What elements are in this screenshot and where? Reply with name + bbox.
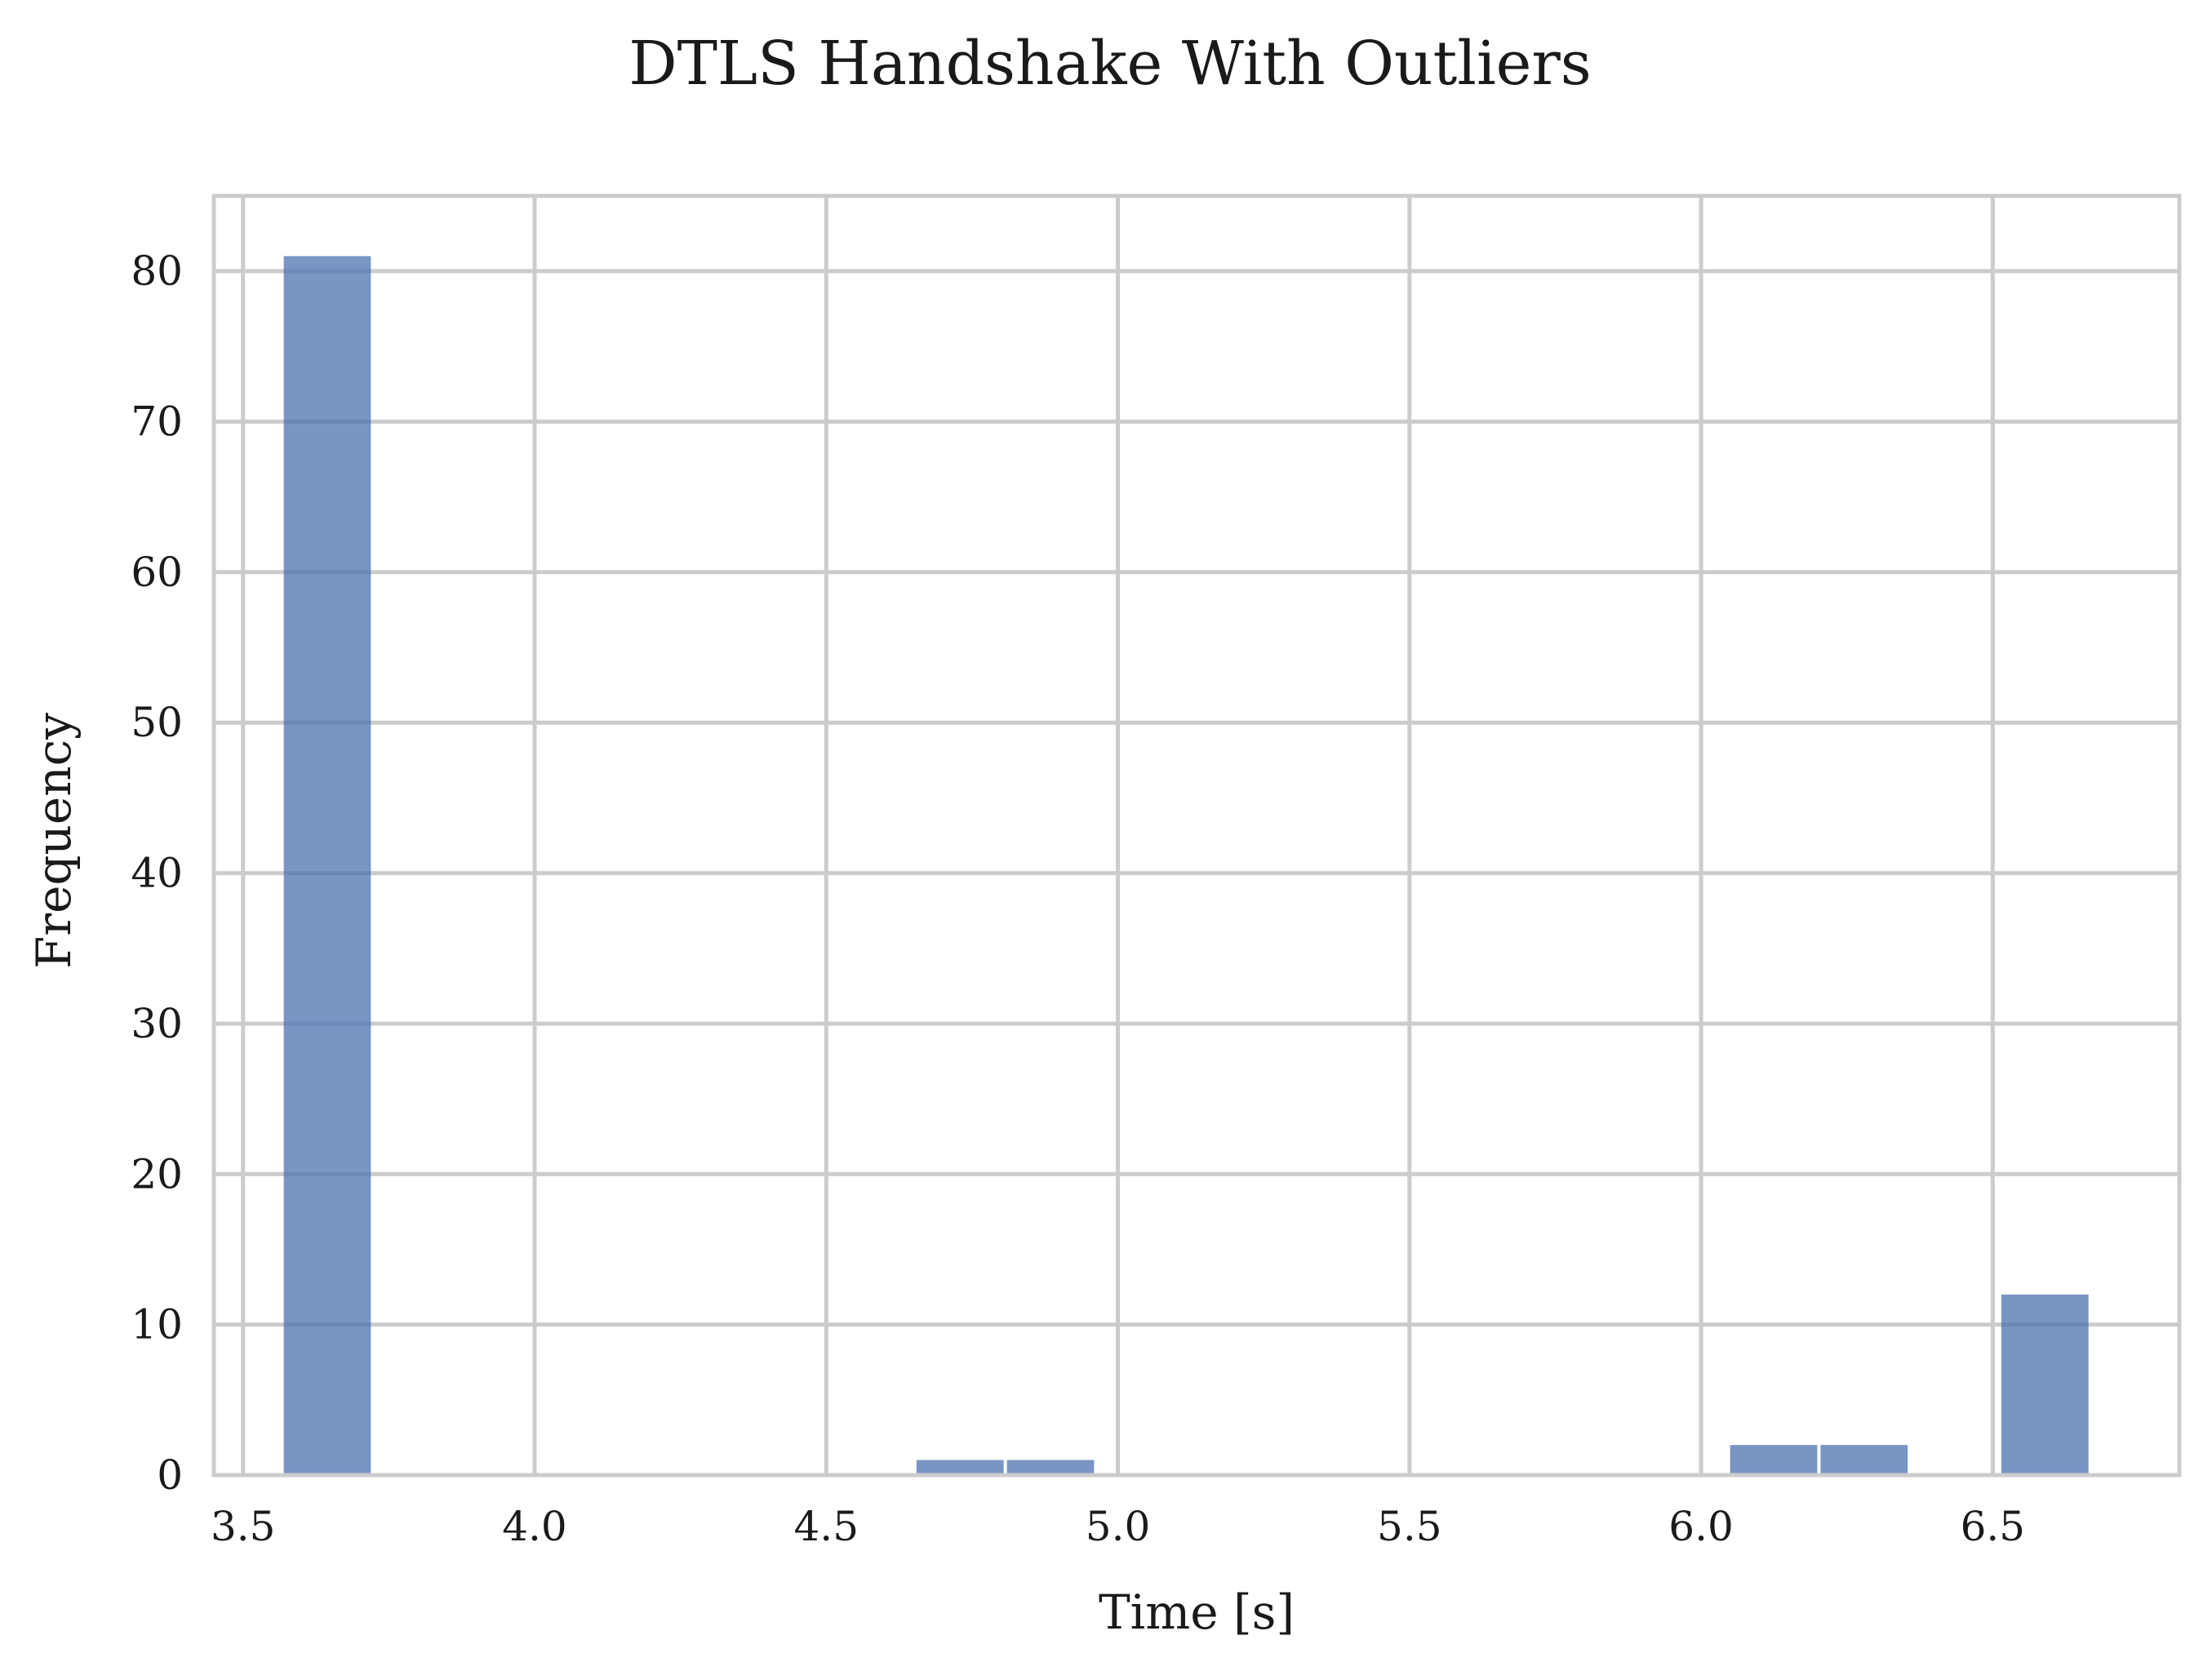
grid [214,196,2179,1478]
y-tick-label: 10 [131,1301,183,1349]
histogram-bar [1006,1460,1095,1475]
histogram-bar [2001,1294,2089,1475]
histogram-bar [1820,1445,1908,1475]
y-tick-label: 60 [131,549,183,596]
y-tick-label: 40 [131,850,183,897]
y-axis-label: Frequency [26,713,82,969]
y-tick-label: 30 [131,1000,183,1047]
y-tick-label: 50 [131,699,183,746]
y-tick-label: 20 [131,1150,183,1198]
x-tick-label: 6.0 [1668,1503,1734,1550]
y-tick-label: 70 [131,398,183,446]
chart-title: DTLS Handshake With Outliers [629,29,1592,99]
x-tick-label: 5.5 [1377,1503,1442,1550]
x-axis-label: Time [s] [1099,1584,1295,1640]
x-tick-label: 4.5 [794,1503,859,1550]
histogram-bar [283,256,371,1475]
histogram-bar [1730,1445,1818,1475]
x-tick-label: 4.0 [502,1503,567,1550]
plot-frame [211,193,2182,1478]
y-tick-label: 0 [157,1451,183,1499]
y-tick-label: 80 [131,247,183,295]
x-tick-label: 3.5 [211,1503,276,1550]
histogram-bar [916,1460,1004,1475]
y-tick-labels: 0 10 20 30 40 50 60 70 80 [131,247,183,1499]
x-tick-labels: 3.5 4.0 4.5 5.0 5.5 6.0 6.5 [211,1503,2025,1550]
bars [283,256,2089,1475]
x-tick-label: 6.5 [1961,1503,2026,1550]
x-tick-label: 5.0 [1086,1503,1151,1550]
